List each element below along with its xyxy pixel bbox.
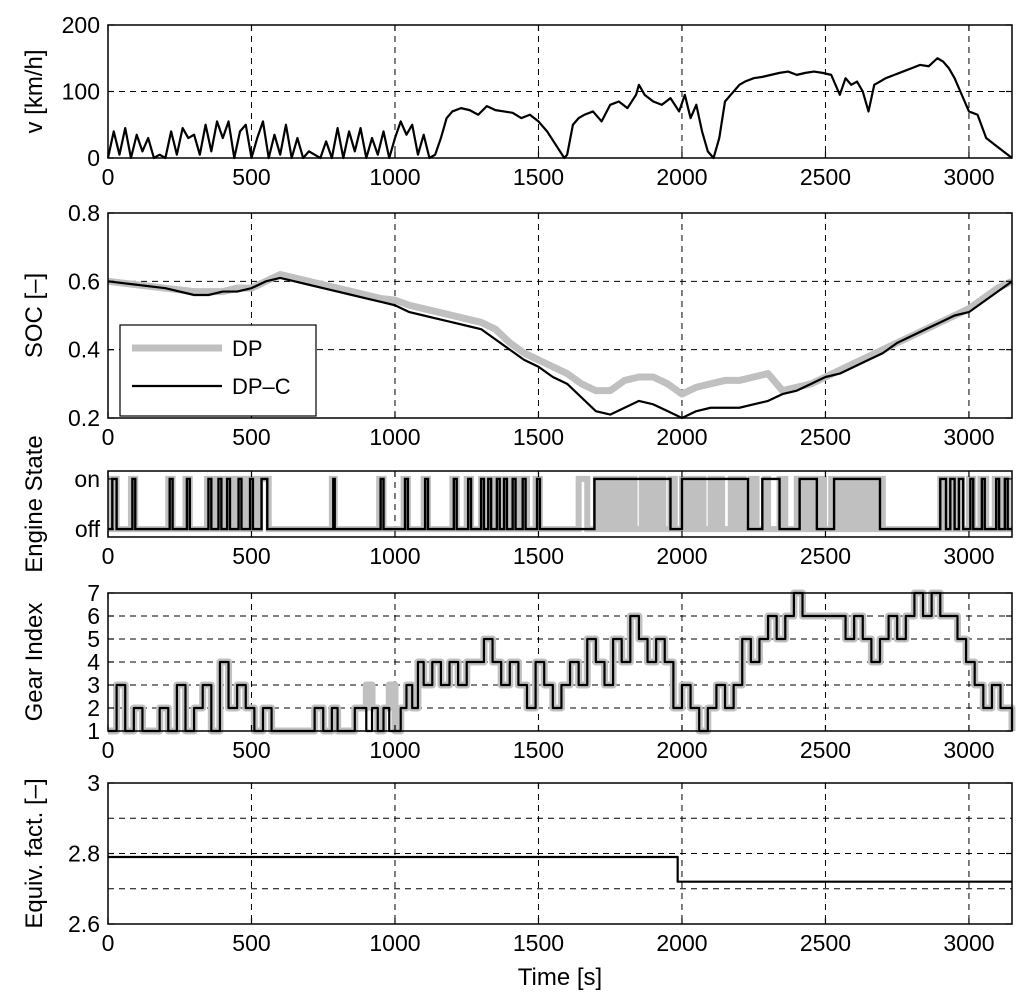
y-tick-label: 0.6 [68, 268, 100, 294]
y-axis-label: v [km/h] [21, 49, 48, 133]
x-tick-label: 2000 [656, 164, 707, 190]
x-tick-label: 2500 [800, 930, 851, 956]
y-tick-label: 3 [87, 770, 100, 796]
x-tick-label: 1500 [513, 424, 564, 450]
x-tick-label: 500 [232, 424, 270, 450]
y-tick-label: 4 [87, 649, 100, 675]
x-tick-label: 500 [232, 164, 270, 190]
x-tick-label: 1500 [513, 164, 564, 190]
y-axis-label: SOC [–] [21, 273, 48, 358]
x-tick-label: 0 [102, 737, 115, 763]
x-tick-label: 2000 [656, 543, 707, 569]
x-tick-label: 2500 [800, 543, 851, 569]
y-tick-label: 200 [62, 12, 100, 38]
axes-frame [107, 470, 1013, 538]
legend-label: DP [232, 336, 263, 361]
grid [108, 25, 1012, 158]
y-tick-label: 5 [87, 626, 100, 652]
y-tick-label: 0 [87, 145, 100, 171]
y-tick-label: off [75, 516, 101, 542]
x-tick-label: 2500 [800, 737, 851, 763]
x-tick-label: 2000 [656, 737, 707, 763]
ticks [107, 212, 1012, 419]
y-tick-label: 1 [87, 718, 100, 744]
y-tick-label: 0.4 [68, 337, 100, 363]
x-tick-label: 1000 [369, 164, 420, 190]
x-tick-label: 0 [102, 164, 115, 190]
y-axis-label: Engine State [21, 435, 48, 572]
x-tick-label: 2500 [800, 164, 851, 190]
y-tick-label: 6 [87, 603, 100, 629]
panel-1: 0 500 1000 1500 2000 2500 3000 0 100 200 v [km/h] [21, 12, 1013, 190]
series-line-trace-1 [106, 57, 1013, 160]
x-tick-label: 1500 [513, 737, 564, 763]
ticks [107, 592, 1012, 732]
grid [108, 783, 1012, 924]
plot-area [108, 855, 1012, 883]
x-tick-label: 0 [102, 930, 115, 956]
ticks [107, 782, 1012, 925]
series-line-dp [107, 271, 1014, 398]
ticks [107, 471, 1012, 537]
series-line-dp-c [107, 276, 1013, 420]
x-tick-label: 3000 [943, 930, 994, 956]
plot-area [106, 57, 1013, 160]
x-tick-label: 3000 [943, 737, 994, 763]
y-tick-label: 3 [87, 672, 100, 698]
y-tick-label: 7 [87, 580, 100, 606]
x-tick-label: 2000 [656, 424, 707, 450]
panel-3: 0 500 1000 1500 2000 2500 3000 off on Engine Stat… [21, 435, 1013, 573]
x-tick-label: 1500 [513, 543, 564, 569]
y-tick-label: 2.8 [68, 841, 100, 867]
axes-frame [107, 212, 1013, 419]
legend-box [119, 324, 317, 417]
y-axis-label: Equiv. fact. [–] [21, 778, 48, 928]
x-tick-label: 1000 [369, 930, 420, 956]
x-tick-label: 500 [232, 737, 270, 763]
x-tick-label: 3000 [943, 164, 994, 190]
y-tick-label: 0.8 [68, 200, 100, 226]
ticks [107, 24, 1012, 159]
series-line-trace-1 [108, 855, 1012, 883]
y-tick-label: 0.2 [68, 405, 100, 431]
x-tick-label: 0 [102, 424, 115, 450]
legend-label: DP–C [232, 374, 291, 399]
y-tick-label: on [74, 466, 100, 492]
x-tick-label: 3000 [943, 424, 994, 450]
plot-area [107, 475, 1012, 533]
x-tick-label: 500 [232, 930, 270, 956]
panel-5: 0 500 1000 1500 2000 2500 3000 2.6 2.8 3 Equiv. fa… [21, 770, 1013, 991]
x-tick-label: 1500 [513, 930, 564, 956]
panel-2: 0 500 1000 1500 2000 2500 3000 0.2 0.4 0.6 0.8 SOC … [21, 200, 1014, 450]
y-tick-label: 2 [87, 695, 100, 721]
y-axis-label: Gear Index [21, 603, 48, 722]
x-tick-label: 1000 [369, 424, 420, 450]
x-axis-label: Time [s] [518, 964, 602, 991]
x-tick-label: 0 [102, 543, 115, 569]
legend: DP DP–C [119, 324, 317, 417]
x-tick-label: 1000 [369, 543, 420, 569]
x-tick-label: 1000 [369, 737, 420, 763]
x-tick-label: 2000 [656, 930, 707, 956]
x-tick-label: 500 [232, 543, 270, 569]
y-tick-label: 100 [62, 79, 100, 105]
plot-area [107, 271, 1014, 420]
x-tick-label: 3000 [943, 543, 994, 569]
x-tick-label: 2500 [800, 424, 851, 450]
y-tick-label: 2.6 [68, 911, 100, 937]
series-line-dp-c [108, 477, 1012, 531]
